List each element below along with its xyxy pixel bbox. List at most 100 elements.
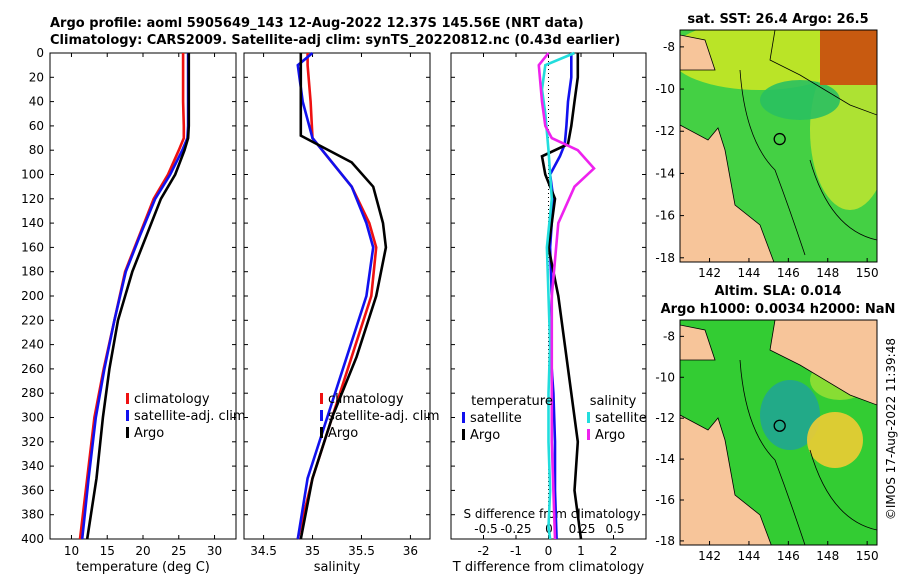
legend-label: satellite-adj. clim xyxy=(328,409,440,424)
map-y-tick-label: -14 xyxy=(655,166,675,180)
x-tick-label: -1 xyxy=(510,544,522,558)
map-y-tick-label: -16 xyxy=(655,493,675,507)
figure-title-line1: Argo profile: aoml 5905649_143 12-Aug-20… xyxy=(50,16,584,31)
cape-york-land xyxy=(680,414,772,545)
figure-title-line2: Climatology: CARS2009. Satellite-adj cli… xyxy=(50,33,621,48)
argo-location-marker xyxy=(773,132,786,146)
legend-swatch xyxy=(462,412,465,423)
secondary-x-tick-label: 0.5 xyxy=(605,522,624,536)
y-tick-label: 80 xyxy=(29,143,44,157)
legend-title-salinity: salinity xyxy=(590,394,637,409)
y-tick-label: 320 xyxy=(21,435,44,449)
x-axis-label: temperature (deg C) xyxy=(76,560,210,575)
x-tick-label: -2 xyxy=(478,544,490,558)
legend-label: climatology xyxy=(328,392,404,407)
y-tick-label: 400 xyxy=(21,532,44,546)
x-tick-label: 2 xyxy=(610,544,618,558)
map1-title: sat. SST: 26.4 Argo: 26.5 xyxy=(687,12,868,27)
y-tick-label: 240 xyxy=(21,338,44,352)
low-sla-patch xyxy=(760,380,820,450)
legend-swatch xyxy=(320,393,323,404)
y-tick-label: 140 xyxy=(21,216,44,230)
y-tick-label: 340 xyxy=(21,459,44,473)
series-line-s-argo xyxy=(537,52,596,540)
x-tick-label: 1 xyxy=(577,544,585,558)
legend-swatch xyxy=(320,427,323,438)
x-tick-label: 10 xyxy=(64,544,79,558)
legend-label: satellite-adj. clim xyxy=(134,409,246,424)
y-tick-label: 120 xyxy=(21,192,44,206)
map-x-tick-label: 148 xyxy=(816,549,839,563)
x-tick-label: 0 xyxy=(545,544,553,558)
y-tick-label: 0 xyxy=(36,46,44,60)
high-sla-patch xyxy=(807,412,863,468)
isobath-line xyxy=(739,69,806,256)
x-tick-label: 30 xyxy=(207,544,222,558)
map2-title: Altim. SLA: 0.014 xyxy=(715,284,842,299)
map-x-tick-label: 142 xyxy=(698,266,721,280)
map-x-tick-label: 150 xyxy=(856,266,879,280)
map-y-tick-label: -18 xyxy=(655,534,675,548)
legend-label: Argo xyxy=(328,426,358,441)
y-tick-label: 160 xyxy=(21,240,44,254)
map-x-tick-label: 146 xyxy=(777,266,800,280)
argo-location-marker xyxy=(773,419,786,432)
y-tick-label: 260 xyxy=(21,362,44,376)
legend-swatch xyxy=(126,410,129,421)
map-x-tick-label: 150 xyxy=(856,549,879,563)
x-tick-label: 36 xyxy=(403,544,418,558)
y-tick-label: 300 xyxy=(21,411,44,425)
secondary-x-tick-label: -0.5 xyxy=(474,522,497,536)
warm-patch xyxy=(680,30,850,90)
map-y-tick-label: -10 xyxy=(655,82,675,96)
map2-subtitle: Argo h1000: 0.0034 h2000: NaN xyxy=(661,302,896,317)
x-tick-label: 25 xyxy=(171,544,186,558)
reef-line xyxy=(809,159,877,241)
map-x-tick-label: 142 xyxy=(698,549,721,563)
y-tick-label: 200 xyxy=(21,289,44,303)
secondary-x-tick-label: -0.25 xyxy=(500,522,531,536)
legend-swatch xyxy=(462,429,465,440)
map-x-tick-label: 148 xyxy=(816,266,839,280)
png-coast xyxy=(769,320,877,406)
west-land xyxy=(680,324,716,361)
west-land xyxy=(680,34,716,71)
secondary-x-tick-label: 0.25 xyxy=(569,522,596,536)
legend-swatch xyxy=(587,429,590,440)
y-tick-label: 20 xyxy=(29,70,44,84)
y-tick-label: 180 xyxy=(21,265,44,279)
cape-york-land xyxy=(680,124,775,262)
series-line-t-satellite xyxy=(548,53,573,540)
legend-label: Argo xyxy=(595,428,625,443)
y-tick-label: 360 xyxy=(21,483,44,497)
map-y-tick-label: -18 xyxy=(655,251,675,265)
map-y-tick-label: -12 xyxy=(655,411,675,425)
legend-swatch xyxy=(126,393,129,404)
x-tick-label: 34.5 xyxy=(250,544,277,558)
map-y-tick-label: -10 xyxy=(655,370,675,384)
map-y-tick-label: -8 xyxy=(663,329,675,343)
series-line-argo xyxy=(299,53,388,540)
map-y-tick-label: -14 xyxy=(655,452,675,466)
panel-frame-0 xyxy=(49,52,237,540)
png-coast xyxy=(769,30,877,116)
map-x-tick-label: 146 xyxy=(777,549,800,563)
map-panel-2 xyxy=(679,319,878,546)
secondary-x-axis-label: S difference from climatology xyxy=(464,507,641,521)
x-tick-label: 20 xyxy=(135,544,150,558)
y-tick-label: 40 xyxy=(29,95,44,109)
map-y-tick-label: -12 xyxy=(655,124,675,138)
map-x-tick-label: 144 xyxy=(737,549,760,563)
legend-label: Argo xyxy=(134,426,164,441)
series-line-argo xyxy=(85,53,191,540)
cool-patch xyxy=(760,80,840,120)
y-tick-label: 220 xyxy=(21,313,44,327)
x-tick-label: 35.5 xyxy=(348,544,375,558)
y-tick-label: 280 xyxy=(21,386,44,400)
legend-swatch xyxy=(587,412,590,423)
y-tick-label: 100 xyxy=(21,168,44,182)
map-x-tick-label: 144 xyxy=(737,266,760,280)
map-y-tick-label: -16 xyxy=(655,209,675,223)
x-axis-label: T difference from climatology xyxy=(452,560,645,575)
